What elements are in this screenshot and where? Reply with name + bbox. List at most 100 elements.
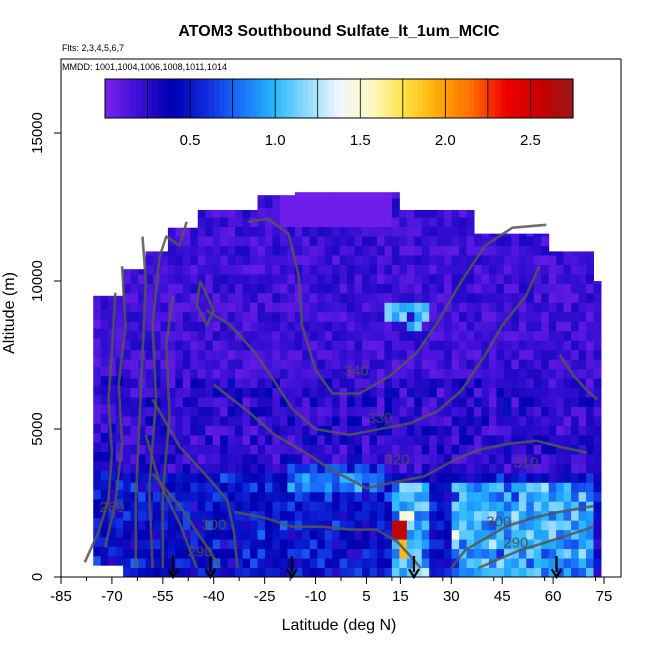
heatmap-cell xyxy=(347,192,356,199)
heatmap-cell xyxy=(279,501,288,512)
heatmap-cell xyxy=(436,254,445,265)
colorbar-swatch xyxy=(354,79,361,118)
heatmap-cell xyxy=(384,236,393,246)
heatmap-cell xyxy=(414,283,423,294)
heatmap-cell xyxy=(369,472,378,483)
heatmap-cell xyxy=(302,368,311,379)
heatmap-cell xyxy=(175,359,184,370)
heatmap-cell xyxy=(354,254,363,265)
heatmap-cell xyxy=(399,529,408,540)
colorbar-swatch xyxy=(323,79,330,118)
heatmap-cell xyxy=(593,510,602,521)
heatmap-cell xyxy=(294,425,303,436)
heatmap-cell xyxy=(197,292,206,303)
heatmap-cell xyxy=(444,444,453,455)
heatmap-cell xyxy=(488,359,497,370)
heatmap-cell xyxy=(309,349,318,360)
heatmap-cell xyxy=(242,501,251,512)
heatmap-cell xyxy=(421,425,430,436)
heatmap-cell xyxy=(227,453,236,464)
heatmap-cell xyxy=(287,406,296,417)
heatmap-cell xyxy=(100,295,109,301)
heatmap-cell xyxy=(384,501,393,512)
heatmap-cell xyxy=(444,264,453,275)
heatmap-cell xyxy=(526,254,535,265)
heatmap-cell xyxy=(130,283,139,294)
heatmap-cell xyxy=(130,321,139,332)
heatmap-cell xyxy=(526,453,535,464)
heatmap-cell xyxy=(571,264,580,275)
heatmap-cell xyxy=(451,330,460,341)
x-tick-label: 15 xyxy=(392,588,409,605)
colorbar-swatch xyxy=(495,79,501,118)
heatmap-cell xyxy=(175,254,184,265)
heatmap-cell xyxy=(332,397,341,408)
heatmap-cell xyxy=(197,539,206,550)
heatmap-cell xyxy=(429,434,438,445)
heatmap-cell xyxy=(182,548,191,559)
heatmap-cell xyxy=(451,434,460,445)
heatmap-cell xyxy=(242,292,251,303)
heatmap-cell xyxy=(496,387,505,398)
heatmap-cell xyxy=(481,264,490,275)
heatmap-cell xyxy=(578,311,587,322)
heatmap-cell xyxy=(205,529,214,540)
heatmap-cell xyxy=(541,567,550,577)
y-tick-label: 15000 xyxy=(29,112,46,154)
heatmap-cell xyxy=(123,463,132,474)
heatmap-cell xyxy=(459,302,468,313)
heatmap-cell xyxy=(182,425,191,436)
heatmap-cell xyxy=(503,264,512,275)
heatmap-cell xyxy=(93,375,102,386)
heatmap-cell xyxy=(309,254,318,265)
heatmap-cell xyxy=(563,340,572,351)
heatmap-cell xyxy=(197,226,206,237)
isentrope-line xyxy=(134,236,148,569)
heatmap-cell xyxy=(436,283,445,294)
heatmap-cell xyxy=(511,453,520,464)
heatmap-cell xyxy=(220,283,229,294)
heatmap-cell xyxy=(518,349,527,360)
x-tick-label: 45 xyxy=(494,588,511,605)
heatmap-cell xyxy=(347,368,356,379)
heatmap-cell xyxy=(444,558,453,569)
heatmap-cell xyxy=(481,453,490,464)
heatmap-cell xyxy=(593,283,602,294)
heatmap-cell xyxy=(309,558,318,569)
colorbar-swatch xyxy=(557,79,564,118)
heatmap-cell xyxy=(175,548,184,559)
heatmap-cell xyxy=(317,321,326,332)
heatmap-cell xyxy=(272,195,281,199)
heatmap-cell xyxy=(287,415,296,426)
heatmap-cell xyxy=(436,236,445,246)
heatmap-cell xyxy=(503,558,512,569)
heatmap-cell xyxy=(421,567,430,577)
heatmap-cell xyxy=(466,273,475,284)
colorbar-swatch xyxy=(479,79,486,118)
heatmap-cell xyxy=(406,520,415,531)
heatmap-cell xyxy=(123,415,132,426)
heatmap-cell xyxy=(100,299,109,310)
heatmap-cell xyxy=(123,302,132,313)
heatmap-cell xyxy=(347,558,356,569)
heatmap-cell xyxy=(466,368,475,379)
heatmap-cell xyxy=(526,415,535,426)
heatmap-cell xyxy=(496,397,505,408)
heatmap-cell xyxy=(406,273,415,284)
heatmap-cell xyxy=(93,394,102,405)
colorbar-swatch xyxy=(328,79,335,118)
heatmap-cell xyxy=(429,558,438,569)
heatmap-cell xyxy=(212,463,221,474)
heatmap-cell xyxy=(481,273,490,284)
heatmap-cell xyxy=(242,209,251,218)
heatmap-cell xyxy=(309,444,318,455)
heatmap-cell xyxy=(586,349,595,360)
heatmap-cell xyxy=(212,245,221,256)
heatmap-cell xyxy=(518,406,527,417)
x-tick-label: -10 xyxy=(305,588,327,605)
heatmap-cell xyxy=(339,349,348,360)
heatmap-cell xyxy=(167,406,176,417)
colorbar-tick-label: 1.0 xyxy=(265,132,286,149)
heatmap-cell xyxy=(272,387,281,398)
heatmap-cell xyxy=(272,520,281,531)
